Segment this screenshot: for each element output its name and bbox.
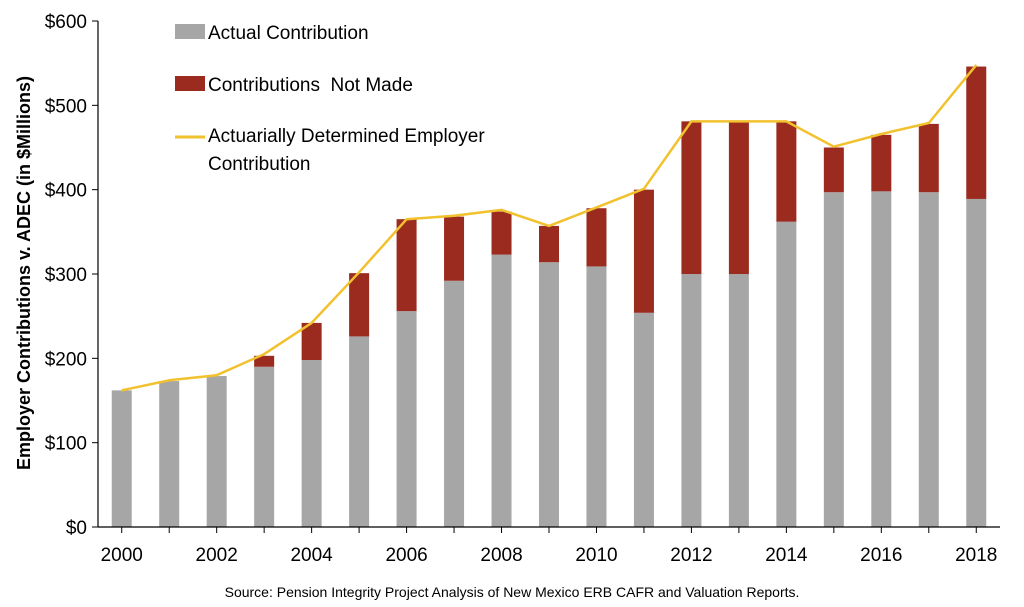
x-tick-label: 2004 bbox=[290, 545, 333, 566]
legend-label-not-made: Contributions Not Made bbox=[208, 75, 413, 96]
bar-not-made-2003 bbox=[254, 355, 275, 367]
bar-not-made-2014 bbox=[776, 121, 797, 222]
x-tick-label: 2010 bbox=[575, 545, 617, 566]
legend-label-adec: Actuarially Determined Employer bbox=[208, 126, 485, 147]
bar-not-made-2006 bbox=[396, 219, 417, 312]
bar-not-made-2011 bbox=[633, 189, 654, 313]
x-tick-label: 2008 bbox=[480, 545, 522, 566]
bar-not-made-2015 bbox=[823, 147, 844, 193]
adec-line bbox=[121, 64, 978, 392]
source-note: Source: Pension Integrity Project Analys… bbox=[225, 584, 800, 600]
bar-not-made-2009 bbox=[539, 225, 559, 263]
bar-not-made-2005 bbox=[349, 273, 370, 337]
y-axis-label: Employer Contributions v. ADEC (in $Mill… bbox=[14, 76, 34, 470]
bar-not-made-2018 bbox=[966, 66, 987, 199]
legend-label-actual: Actual Contribution bbox=[208, 23, 369, 44]
y-tick-label: $200 bbox=[45, 349, 87, 370]
y-tick-label: $100 bbox=[45, 434, 87, 455]
bar-actual-2002 bbox=[206, 376, 227, 527]
y-tick-label: $300 bbox=[45, 265, 87, 286]
y-tick-label: $0 bbox=[66, 518, 87, 539]
x-tick-label: 2006 bbox=[385, 545, 427, 566]
bar-actual-2015 bbox=[823, 192, 844, 528]
bar-actual-2006 bbox=[396, 311, 417, 527]
bar-not-made-2012 bbox=[681, 121, 702, 275]
y-tick-label: $500 bbox=[45, 96, 87, 117]
x-tick-label: 2018 bbox=[955, 545, 997, 566]
legend: Actual Contribution Contributions Not Mad… bbox=[175, 23, 485, 175]
bar-not-made-2017 bbox=[918, 123, 939, 193]
bar-actual-2008 bbox=[491, 254, 512, 527]
bar-actual-2012 bbox=[681, 274, 702, 527]
bar-actual-2013 bbox=[728, 274, 749, 527]
bar-not-made-2004 bbox=[301, 322, 322, 361]
x-tick-label: 2002 bbox=[196, 545, 238, 566]
bar-not-made-2013 bbox=[728, 121, 749, 275]
legend-label-adec-line2: Contribution bbox=[208, 154, 310, 175]
legend-swatch-not-made bbox=[175, 76, 205, 91]
bar-actual-2017 bbox=[918, 192, 939, 528]
bar-not-made-2010 bbox=[586, 208, 607, 267]
axes: $0 $100 $200 $300 $400 $500 $600 2000 2002 2004 20… bbox=[45, 12, 1000, 566]
x-tick-label: 2014 bbox=[765, 545, 808, 566]
bar-actual-2010 bbox=[586, 266, 607, 527]
bar-actual-2007 bbox=[444, 280, 465, 527]
bar-not-made-2008 bbox=[491, 211, 512, 255]
bar-actual-2016 bbox=[871, 191, 892, 527]
bar-actual-2004 bbox=[301, 360, 322, 527]
bar-not-made-2016 bbox=[871, 134, 892, 192]
bar-actual-2011 bbox=[633, 312, 654, 527]
bar-actual-2005 bbox=[349, 336, 370, 527]
bar-actual-2014 bbox=[776, 221, 797, 528]
plot-area bbox=[111, 64, 987, 528]
bar-actual-2000 bbox=[111, 390, 132, 527]
x-tick-label: 2016 bbox=[860, 545, 902, 566]
bar-actual-2001 bbox=[159, 381, 180, 527]
x-tick-label: 2012 bbox=[670, 545, 712, 566]
bar-not-made-2007 bbox=[444, 216, 465, 281]
legend-swatch-actual bbox=[175, 24, 205, 39]
x-tick-label: 2000 bbox=[101, 545, 143, 566]
y-tick-label: $400 bbox=[45, 181, 87, 202]
bar-actual-2003 bbox=[254, 366, 275, 527]
bar-actual-2018 bbox=[966, 198, 987, 527]
y-tick-label: $600 bbox=[45, 12, 87, 33]
bar-actual-2009 bbox=[539, 262, 559, 527]
